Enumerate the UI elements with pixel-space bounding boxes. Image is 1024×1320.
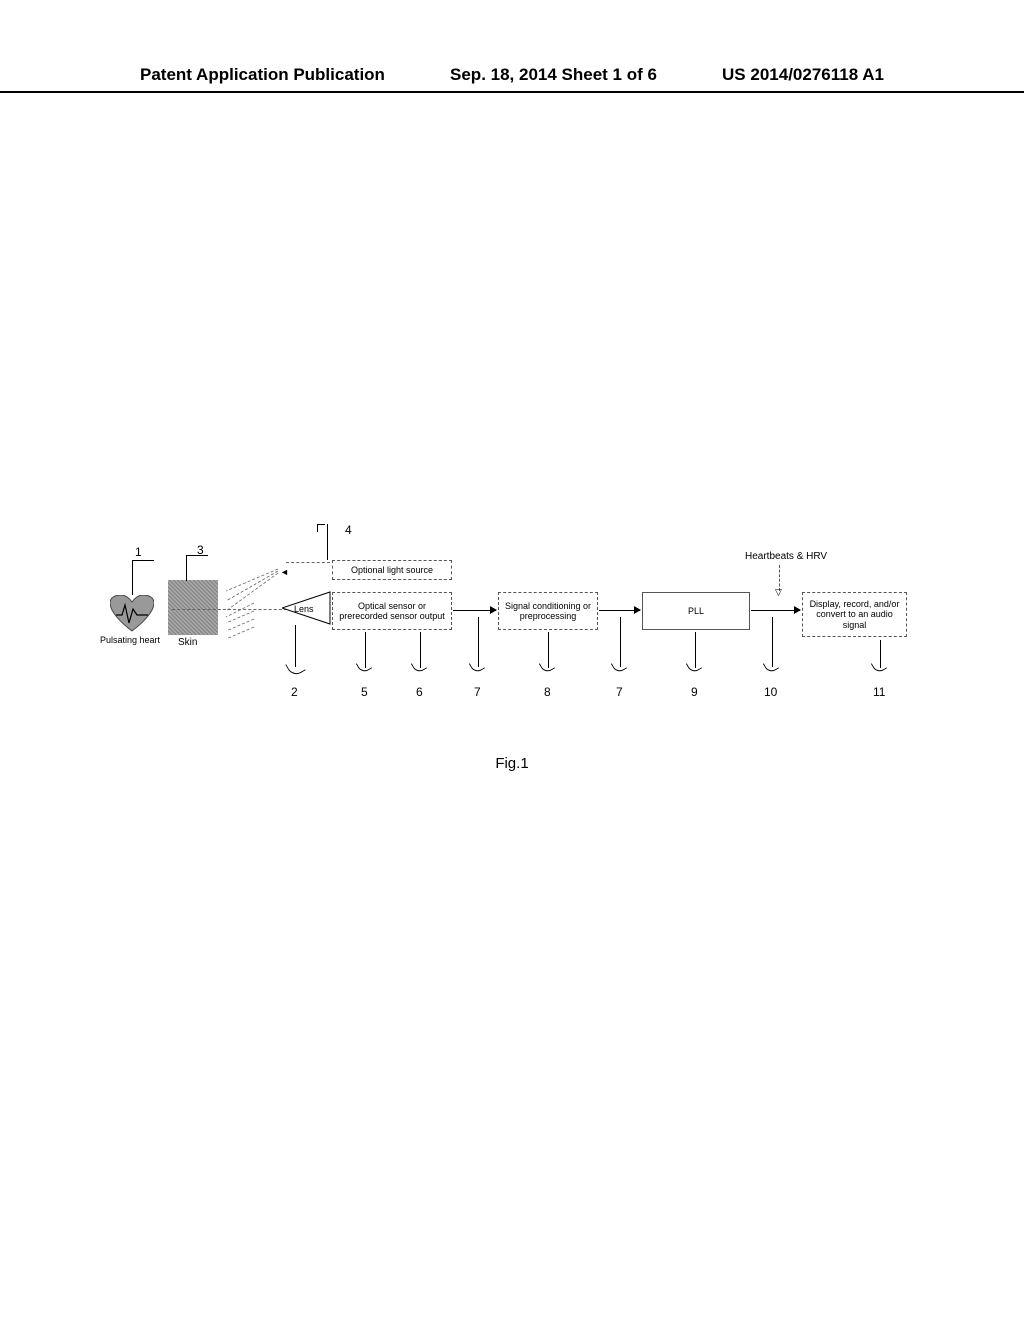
lens-label: Lens: [294, 604, 314, 614]
callout-4-hook: [317, 524, 325, 532]
callout-2-curve: [285, 657, 305, 677]
callout-9-number: 9: [691, 685, 698, 699]
callout-5-number: 5: [361, 685, 368, 699]
hrv-arrowhead-icon: ▽: [775, 587, 782, 598]
callout-3-line: [186, 555, 208, 581]
light-arrowhead-icon: ◄: [280, 567, 289, 577]
callout-1-line: [132, 560, 154, 595]
figure-label: Fig.1: [0, 755, 1024, 772]
callout-8-number: 8: [544, 685, 551, 699]
connector-3: [751, 610, 800, 611]
header-center: Sep. 18, 2014 Sheet 1 of 6: [450, 65, 657, 85]
heart-icon: [110, 595, 154, 633]
figure-1-diagram: Pulsating heart 1 Skin 3 ◄ Lens 2 4: [100, 505, 940, 735]
header-right: US 2014/0276118 A1: [722, 65, 884, 85]
page-header: Patent Application Publication Sep. 18, …: [0, 65, 1024, 93]
light-dash-connector: [286, 562, 330, 563]
optional-light-source-box: Optional light source: [332, 560, 452, 580]
header-left: Patent Application Publication: [140, 65, 385, 85]
optical-sensor-box: Optical sensor or prerecorded sensor out…: [332, 592, 452, 630]
callout-2-number: 2: [291, 685, 298, 699]
callout-1-number: 1: [135, 545, 142, 559]
heart-label: Pulsating heart: [100, 635, 160, 645]
callout-10-number: 10: [764, 685, 777, 699]
callout-7b-number: 7: [616, 685, 623, 699]
skin-block: [168, 580, 218, 635]
signal-conditioning-box: Signal conditioning or preprocessing: [498, 592, 598, 630]
arrowhead-3-icon: [794, 606, 801, 614]
light-rays-icon: [226, 561, 281, 656]
arrowhead-2-icon: [634, 606, 641, 614]
callout-3-number: 3: [197, 543, 204, 557]
callout-7a-number: 7: [474, 685, 481, 699]
hrv-label: Heartbeats & HRV: [745, 551, 827, 562]
display-record-box: Display, record, and/or convert to an au…: [802, 592, 907, 637]
skin-label: Skin: [178, 637, 197, 648]
callout-11-number: 11: [873, 685, 885, 699]
callout-6-number: 6: [416, 685, 423, 699]
callout-4-number: 4: [345, 523, 352, 537]
arrowhead-1-icon: [490, 606, 497, 614]
pll-box: PLL: [642, 592, 750, 630]
